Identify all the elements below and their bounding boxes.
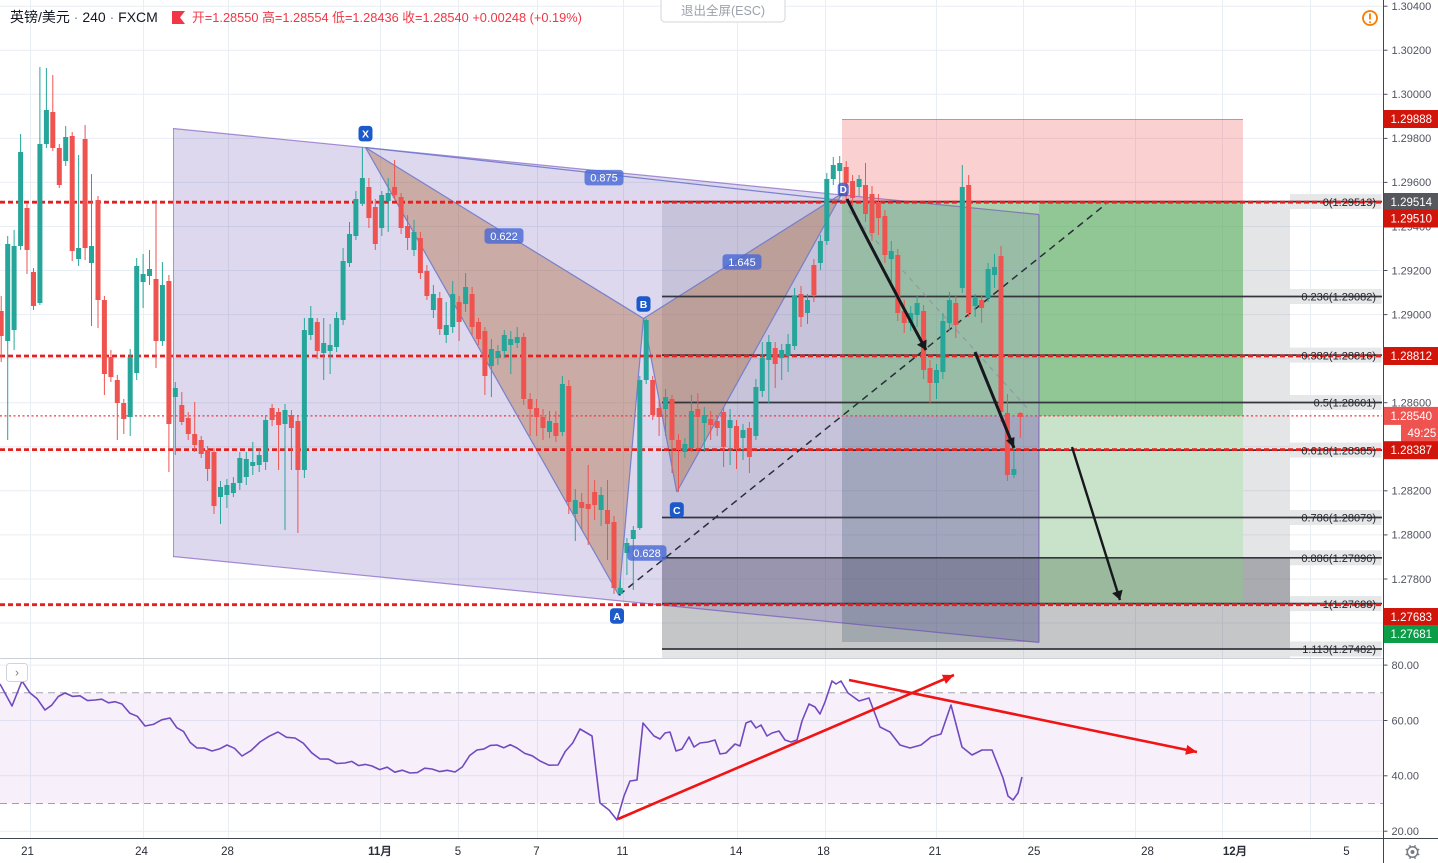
svg-text:1.645: 1.645 xyxy=(728,257,756,269)
svg-text:0.886(1.27896): 0.886(1.27896) xyxy=(1301,553,1376,565)
svg-text:0(1.29513): 0(1.29513) xyxy=(1323,197,1376,209)
svg-text:1.30400: 1.30400 xyxy=(1392,1,1432,13)
svg-text:1.29800: 1.29800 xyxy=(1392,133,1432,145)
svg-text:X: X xyxy=(362,129,369,141)
svg-text:0.875: 0.875 xyxy=(590,173,618,185)
svg-text:12月: 12月 xyxy=(1223,845,1247,858)
svg-text:1.28387: 1.28387 xyxy=(1391,445,1433,457)
svg-text:1(1.27688): 1(1.27688) xyxy=(1323,599,1376,611)
svg-text:21: 21 xyxy=(929,846,942,858)
svg-text:5: 5 xyxy=(1343,846,1349,858)
svg-text:1.30200: 1.30200 xyxy=(1392,45,1432,57)
svg-text:›: › xyxy=(15,666,19,680)
svg-text:49:25: 49:25 xyxy=(1408,428,1437,440)
svg-text:40.00: 40.00 xyxy=(1392,771,1420,783)
svg-text:0.622: 0.622 xyxy=(490,231,518,243)
svg-text:1.28540: 1.28540 xyxy=(1391,411,1433,423)
svg-text:1.29200: 1.29200 xyxy=(1392,265,1432,277)
svg-text:1.29888: 1.29888 xyxy=(1391,114,1433,126)
svg-text:80.00: 80.00 xyxy=(1392,660,1420,672)
svg-text:1.113(1.27482): 1.113(1.27482) xyxy=(1302,644,1376,656)
svg-text:D: D xyxy=(840,185,847,196)
svg-text:A: A xyxy=(613,611,621,623)
svg-text:7: 7 xyxy=(533,846,539,858)
svg-text:20.00: 20.00 xyxy=(1392,826,1420,838)
svg-text:1.28812: 1.28812 xyxy=(1391,351,1433,363)
svg-text:1.29000: 1.29000 xyxy=(1392,309,1432,321)
svg-text:24: 24 xyxy=(135,846,148,858)
svg-text:1.27681: 1.27681 xyxy=(1391,629,1433,641)
svg-text:0.5(1.28601): 0.5(1.28601) xyxy=(1314,398,1376,410)
svg-text:25: 25 xyxy=(1028,846,1041,858)
svg-text:B: B xyxy=(640,299,648,311)
svg-text:18: 18 xyxy=(817,846,830,858)
svg-text:0.786(1.28079): 0.786(1.28079) xyxy=(1301,513,1376,525)
svg-text:英镑/美元 · 240 · FXCM: 英镑/美元 · 240 · FXCM xyxy=(10,9,158,25)
svg-text:1.28600: 1.28600 xyxy=(1392,398,1432,410)
svg-text:1.29514: 1.29514 xyxy=(1391,197,1433,209)
svg-text:1.30000: 1.30000 xyxy=(1392,89,1432,101)
svg-text:1.27800: 1.27800 xyxy=(1392,574,1432,586)
svg-text:1.28200: 1.28200 xyxy=(1392,486,1432,498)
svg-text:开=1.28550 高=1.28554 低=1.28436: 开=1.28550 高=1.28554 低=1.28436 收=1.28540 … xyxy=(192,10,582,25)
svg-text:11月: 11月 xyxy=(368,845,392,858)
svg-text:0.618(1.28385): 0.618(1.28385) xyxy=(1301,445,1376,457)
svg-text:14: 14 xyxy=(730,846,743,858)
svg-text:C: C xyxy=(673,505,681,517)
svg-text:28: 28 xyxy=(1141,846,1154,858)
svg-text:28: 28 xyxy=(221,846,234,858)
svg-text:1.28000: 1.28000 xyxy=(1392,530,1432,542)
svg-text:5: 5 xyxy=(455,846,461,858)
svg-text:0.382(1.28816): 0.382(1.28816) xyxy=(1301,350,1376,362)
svg-text:21: 21 xyxy=(21,846,34,858)
svg-text:0.236(1.29082): 0.236(1.29082) xyxy=(1301,292,1376,304)
svg-text:0.628: 0.628 xyxy=(633,548,661,560)
svg-text:1.29600: 1.29600 xyxy=(1392,177,1432,189)
svg-text:1.27683: 1.27683 xyxy=(1391,612,1433,624)
svg-text:60.00: 60.00 xyxy=(1392,715,1420,727)
svg-text:退出全屏(ESC): 退出全屏(ESC) xyxy=(681,3,765,18)
svg-text:11: 11 xyxy=(617,846,629,858)
svg-text:1.29510: 1.29510 xyxy=(1391,214,1433,226)
